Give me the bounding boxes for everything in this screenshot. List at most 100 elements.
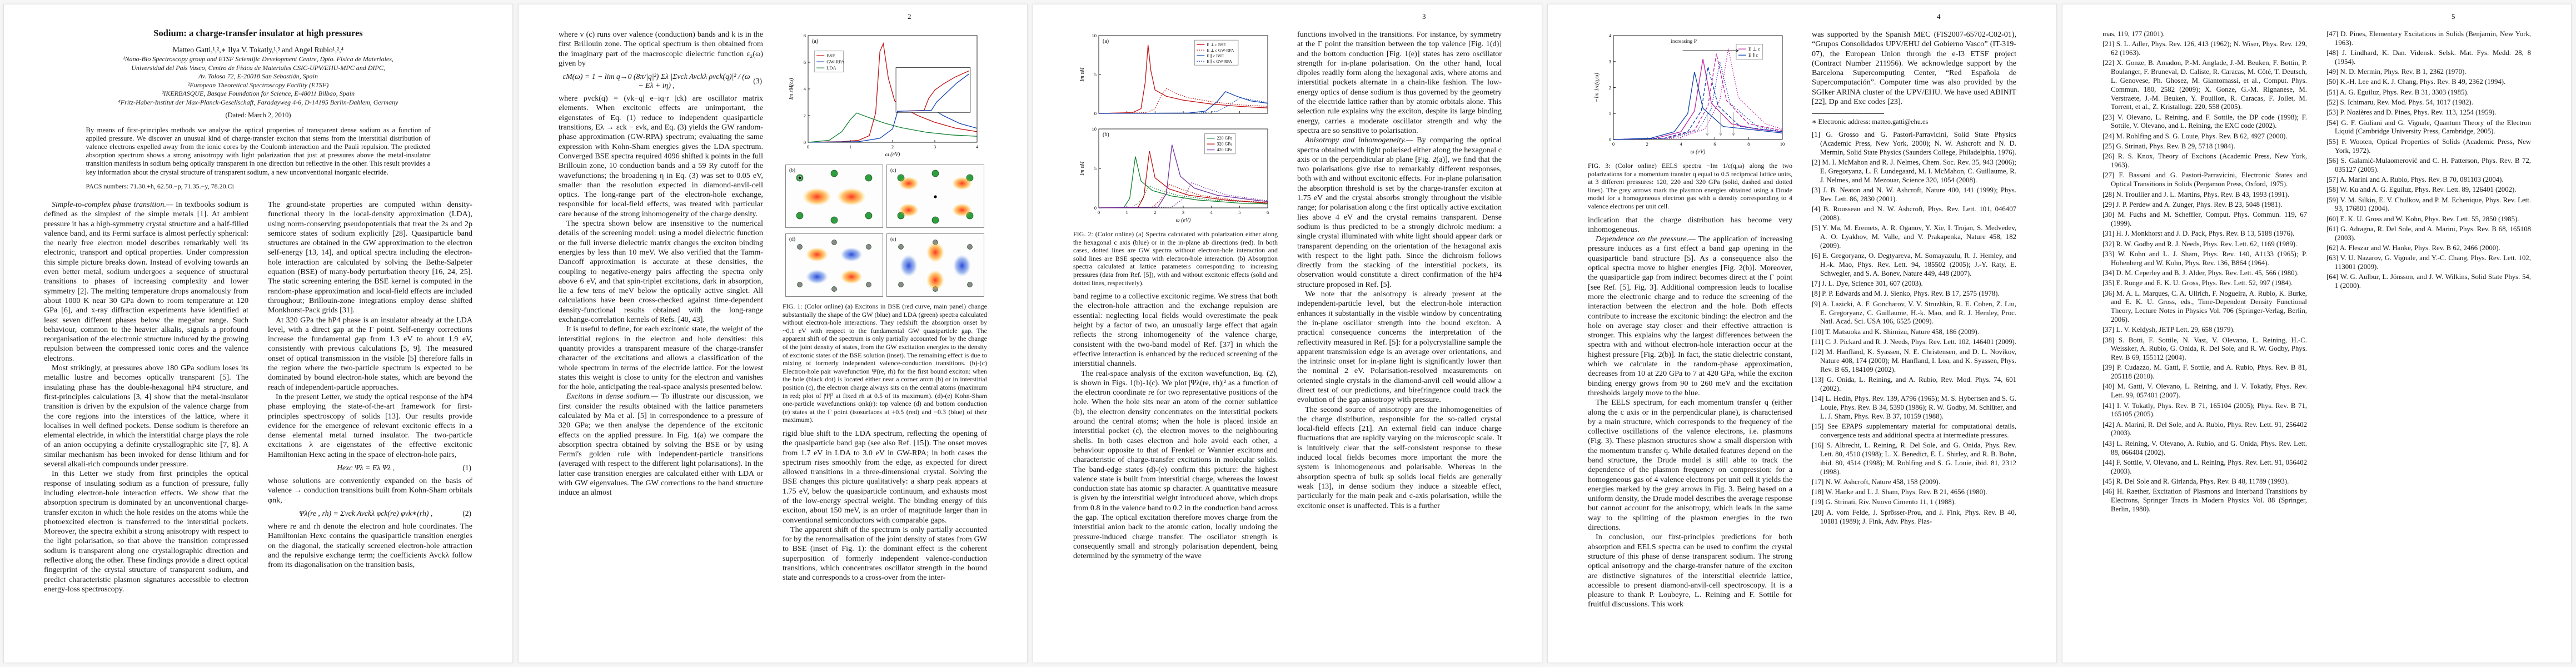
page-1: Sodium: a charge-transfer insulator at h… bbox=[3, 4, 513, 663]
svg-text:1: 1 bbox=[849, 144, 851, 150]
svg-text:E ⊥ c: E ⊥ c bbox=[1748, 46, 1760, 52]
reference-item: [20] A. vom Felde, J. Sprösser-Prou, and… bbox=[1812, 508, 2016, 525]
reference-item: [37] L. V. Keldysh, JETP Lett. 29, 658 (… bbox=[2102, 326, 2235, 334]
svg-text:(e): (e) bbox=[890, 236, 896, 242]
paragraph-text: where ρvck(q) = (vk−q| e−iq·r |ck) are o… bbox=[559, 94, 763, 218]
svg-text:6: 6 bbox=[1267, 210, 1269, 215]
figure-caption: FIG. 2: (Color online) (a) Spectra calcu… bbox=[1073, 230, 1278, 287]
authors-line: Matteo Gatti,¹,²,∗ Ilya V. Tokatly,¹,³ a… bbox=[172, 46, 344, 54]
body-paragraph: At 320 GPa the hP4 phase is an insulator… bbox=[268, 316, 472, 392]
structure-panel: (e) bbox=[886, 233, 984, 297]
svg-text:4: 4 bbox=[1680, 141, 1682, 147]
reference-item: [6] E. Gregoryanz, O. Degtyareva, M. Som… bbox=[1812, 252, 2016, 277]
svg-text:0: 0 bbox=[1094, 111, 1097, 116]
svg-text:5: 5 bbox=[1094, 72, 1097, 77]
body-paragraph: indication that the charge distribution … bbox=[1588, 216, 1792, 235]
fig1-structure-row-1: (d) (e) bbox=[783, 233, 987, 300]
structure-panel: (d) bbox=[785, 233, 883, 297]
equation-body: Ψλ(re , rh) = Σvck Avckλ φck(re) φvk∗(rh… bbox=[298, 509, 433, 517]
body-paragraph: The second source of anisotropy are the … bbox=[1297, 405, 1502, 511]
page-5: 5 mas, 119, 177 (2001). [21] S. L. Adler,… bbox=[2062, 4, 2572, 663]
svg-text:0: 0 bbox=[807, 144, 809, 150]
paragraph-text: It is useful to define, for each exciton… bbox=[559, 325, 763, 392]
paragraph-text: In conclusion, our first-principles pred… bbox=[1588, 532, 1792, 609]
reference-item: [3] J. B. Neaton and N. W. Ashcroft, Nat… bbox=[1812, 186, 2016, 203]
reference-item: [18] W. Hanke and L. J. Sham, Phys. Rev.… bbox=[1812, 488, 1987, 496]
paragraph-text: To illustrate our discussion, we first c… bbox=[559, 392, 763, 497]
reference-item: [43] L. Reining, V. Olevano, A. Rubio, a… bbox=[2102, 439, 2307, 456]
svg-text:220 GPa: 220 GPa bbox=[1217, 136, 1233, 141]
fig3-plot: 0 2 4 6 8 10 0 1 2 3 4 ω (eV) −Im 1/ε(q,ω) E ⊥ cE ∥ c… bbox=[1592, 31, 1788, 156]
paragraph-text: was supported by the Spanish MEC (FIS200… bbox=[1812, 30, 2016, 107]
crystal-structure-panel-c: (c) bbox=[886, 165, 984, 228]
reference-item: [63] V. U. Nazarov, G. Vignale, and Y.-C… bbox=[2326, 254, 2531, 271]
svg-text:4: 4 bbox=[1609, 33, 1612, 38]
paragraph-lead: Simple-to-complex phase transition.— bbox=[52, 200, 173, 209]
structure-panel: (c) bbox=[886, 165, 984, 228]
svg-text:GW-RPA: GW-RPA bbox=[826, 59, 845, 64]
text-column-right: functions involved in the transitions. F… bbox=[1297, 30, 1502, 644]
svg-text:0: 0 bbox=[1094, 205, 1097, 211]
affiliation-line: ⁴Fritz-Haber-Institut der Max-Planck-Ges… bbox=[118, 98, 398, 106]
reference-item: [7] J. L. Dye, Science 301, 607 (2003). bbox=[1812, 280, 1923, 288]
paragraph-text: The spectra shown below are insensitive … bbox=[559, 219, 763, 325]
reference-item: [59] V. M. Silkin, E. V. Chulkov, and P.… bbox=[2326, 196, 2531, 213]
reference-item: [16] S. Albrecht, L. Reining, R. Del Sol… bbox=[1812, 441, 2016, 476]
svg-text:6: 6 bbox=[1713, 141, 1716, 147]
svg-text:E ⊥ c BSE: E ⊥ c BSE bbox=[1207, 42, 1226, 47]
text-column-right: [47] D. Pines, Elementary Excitations in… bbox=[2326, 30, 2531, 644]
reference-item: [33] W. Kohn and L. J. Sham, Phys. Rev. … bbox=[2102, 250, 2307, 267]
reference-item: [55] F. Wooten, Optical Properties of So… bbox=[2326, 137, 2531, 155]
svg-text:ω (eV): ω (eV) bbox=[885, 152, 900, 158]
fig1-structure-row-0: (b) (c) bbox=[783, 165, 987, 231]
footnote-rule bbox=[1812, 113, 1884, 115]
fig1-plot-wrap: 0 1 2 3 4 0 2 4 6 8 ω (eV) Im εM(ω) BSE GW-RPA LDA (a) bbox=[783, 31, 987, 162]
paragraph-lead: Dependence on the pressure.— bbox=[1596, 235, 1696, 244]
reference-item: [27] F. Bassani and G. Pastori-Parravici… bbox=[2102, 171, 2307, 188]
paragraph-text: indication that the charge distribution … bbox=[1588, 215, 1792, 234]
reference-item: [1] G. Grosso and G. Pastori-Parravicini… bbox=[1812, 131, 2016, 156]
svg-text:4: 4 bbox=[804, 86, 806, 92]
svg-text:1: 1 bbox=[1126, 210, 1128, 215]
reference-item: [56] S. Galamić-Mulaomerović and C. H. P… bbox=[2326, 156, 2531, 173]
svg-text:0: 0 bbox=[1609, 137, 1611, 142]
svg-text:BSE: BSE bbox=[826, 53, 835, 58]
paragraph-lead: Anisotropy and inhomogeneity.— bbox=[1305, 136, 1413, 145]
reference-item: [22] X. Gonze, B. Amadon, P.-M. Anglade,… bbox=[2102, 59, 2307, 111]
crystal-structure-panel-e: (e) bbox=[886, 233, 984, 297]
svg-text:2: 2 bbox=[1154, 210, 1156, 215]
svg-text:8: 8 bbox=[804, 33, 806, 38]
reference-item: [52] S. Ichimaru, Rev. Mod. Phys. 54, 10… bbox=[2326, 98, 2473, 107]
svg-text:6: 6 bbox=[804, 59, 806, 65]
paragraph-text: By comparing the optical spectra obtaine… bbox=[1297, 136, 1502, 289]
body-paragraph: The real-space analysis of the exciton w… bbox=[1073, 369, 1278, 561]
reference-item: [62] A. Fleszar and W. Hanke, Phys. Rev.… bbox=[2326, 244, 2500, 252]
reference-item: [11] C. J. Pickard and R. J. Needs, Phys… bbox=[1812, 337, 2016, 346]
paragraph-text: The real-space analysis of the exciton w… bbox=[1073, 369, 1278, 561]
reference-item: [58] W. Ku and A. G. Eguiluz, Phys. Rev.… bbox=[2326, 186, 2517, 194]
reference-item: [8] P. P. Edwards and M. J. Sienko, Phys… bbox=[1812, 290, 2000, 298]
figure-caption: FIG. 1: (Color online) (a) Excitons in B… bbox=[783, 302, 987, 424]
reference-item: [25] G. Strinati, Phys. Rev. B 29, 5718 … bbox=[2102, 142, 2235, 151]
reference-item: [38] S. Botti, F. Sottile, N. Vast, V. O… bbox=[2102, 336, 2307, 362]
svg-text:3: 3 bbox=[1609, 59, 1611, 64]
svg-text:increasing P: increasing P bbox=[1671, 39, 1697, 44]
reference-item: [39] P. Cudazzo, M. Gatti, F. Sottile, a… bbox=[2102, 364, 2307, 381]
svg-text:−Im 1/ε(q,ω): −Im 1/ε(q,ω) bbox=[1594, 72, 1600, 102]
reference-item: [57] A. Marini and A. Rubio, Phys. Rev. … bbox=[2326, 175, 2504, 183]
affiliation-line: Av. Tolosa 72, E-20018 San Sebastián, Sp… bbox=[198, 72, 318, 81]
body-paragraph: Anisotropy and inhomogeneity.— By compar… bbox=[1297, 136, 1502, 290]
paragraph-text: functions involved in the transitions. F… bbox=[1297, 30, 1502, 135]
paragraph-text: where v (c) runs over valence (conductio… bbox=[559, 30, 763, 68]
figure-fig2: 0 5 10 Im εM E ⊥ c BSE E ⊥ c GW-RPA E ∥ c BSE E… bbox=[1073, 31, 1278, 287]
equation-number: (2) bbox=[462, 509, 471, 517]
svg-text:E ⊥ c GW-RPA: E ⊥ c GW-RPA bbox=[1207, 48, 1234, 53]
body-paragraph: We note that the anisotropy is already p… bbox=[1297, 290, 1502, 405]
body-paragraph: whose solutions are conveniently expande… bbox=[268, 476, 472, 505]
paragraph-text: band regime to a collective excitonic re… bbox=[1073, 292, 1278, 369]
reference-item: [61] G. Adragna, R. Del Sole, and A. Mar… bbox=[2326, 225, 2531, 242]
page-number: 2 bbox=[908, 12, 911, 21]
svg-text:E ∥ c BSE: E ∥ c BSE bbox=[1207, 53, 1224, 58]
body-paragraph: The spectra shown below are insensitive … bbox=[559, 219, 763, 325]
svg-text:0: 0 bbox=[1098, 210, 1100, 215]
